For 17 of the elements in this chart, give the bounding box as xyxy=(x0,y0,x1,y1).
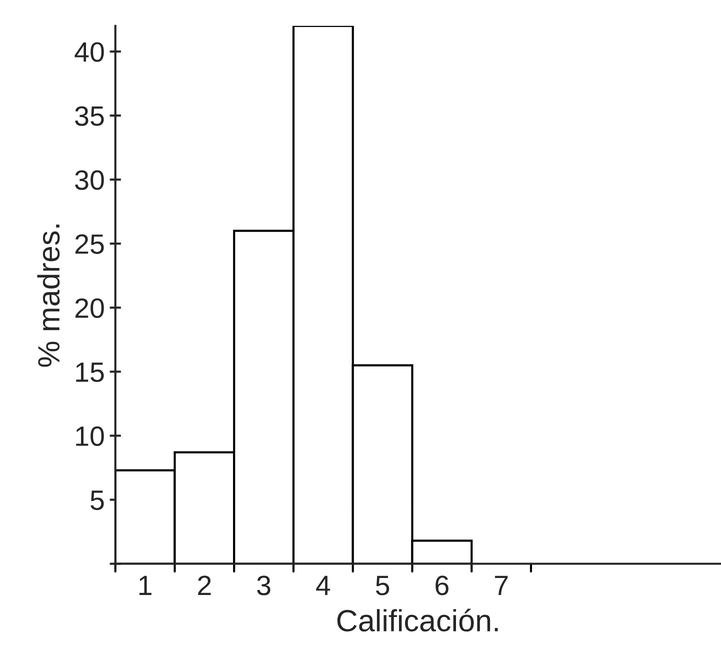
y-tick-label: 15 xyxy=(76,362,104,382)
x-tick-label: 4 xyxy=(316,576,330,595)
x-tick-label: 5 xyxy=(376,576,390,596)
y-tick-label: 40 xyxy=(74,42,104,62)
y-tick-label: 30 xyxy=(75,170,104,190)
x-tick-label: 6 xyxy=(436,576,448,596)
y-tick-label: 10 xyxy=(76,426,104,446)
y-tick-label: 20 xyxy=(75,298,104,318)
y-axis-title: % madres. xyxy=(37,224,60,367)
x-tick-label: 2 xyxy=(198,576,211,595)
x-tick-label: 7 xyxy=(495,576,508,595)
y-tick-label: 35 xyxy=(75,106,104,126)
x-axis-title: Calificación. xyxy=(337,608,498,632)
y-tick-label: 25 xyxy=(75,234,104,254)
y-tick-label: 5 xyxy=(90,490,104,510)
x-tick-label: 3 xyxy=(257,576,270,596)
x-tick-label: 1 xyxy=(139,576,152,595)
